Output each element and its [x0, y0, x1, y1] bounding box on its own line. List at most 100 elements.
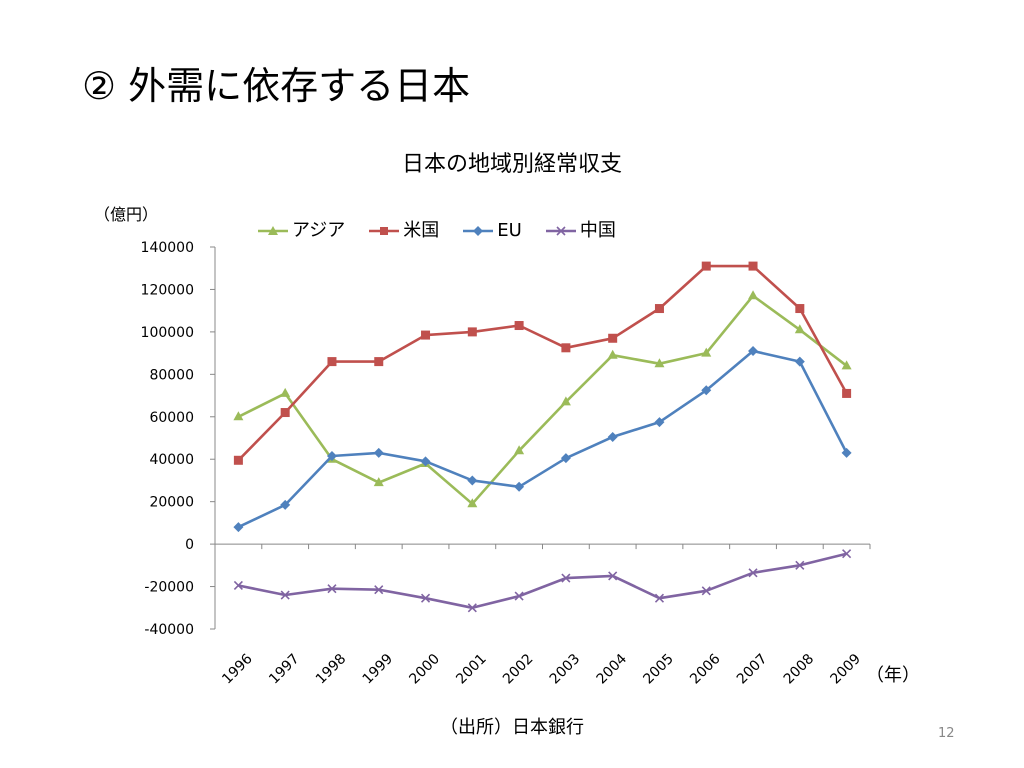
data-point-2-1: [280, 499, 291, 510]
data-point-0-3: [373, 477, 384, 487]
data-point-3-7: [561, 573, 571, 583]
legend-item-asia: アジア: [258, 219, 345, 243]
series-line-1: [237, 264, 848, 462]
data-point-3-12: [795, 560, 805, 570]
data-point-3-1: [280, 590, 290, 600]
data-point-0-8: [607, 349, 618, 359]
x-tick-label: 2007: [734, 651, 771, 688]
source-note: （出所）日本銀行: [440, 717, 584, 738]
legend-swatch-eu: [463, 226, 494, 236]
data-point-0-6: [514, 445, 525, 455]
slide-title: ② 外需に依存する日本: [82, 64, 471, 108]
data-point-1-4: [421, 330, 431, 340]
x-tick-label: 2000: [406, 651, 443, 688]
legend-swatch-asia: [258, 226, 288, 235]
data-point-1-10: [701, 261, 711, 271]
data-point-0-10: [701, 347, 712, 357]
y-tick-label: 40000: [149, 452, 194, 468]
data-point-2-0: [233, 522, 244, 533]
data-point-0-5: [467, 498, 478, 508]
data-point-3-6: [514, 591, 524, 601]
data-point-3-8: [608, 571, 618, 581]
y-tick-label: -20000: [144, 580, 194, 596]
x-tick-label: 2002: [500, 651, 537, 688]
data-point-0-7: [560, 396, 571, 406]
data-point-2-4: [420, 456, 431, 467]
data-point-1-12: [795, 304, 805, 314]
data-point-2-6: [514, 481, 525, 492]
chart-title: 日本の地域別経常収支: [401, 152, 622, 177]
x-tick-label: 2004: [594, 651, 631, 688]
data-point-3-0: [233, 580, 243, 591]
data-point-2-9: [654, 417, 665, 428]
x-tick-label: 2009: [828, 651, 865, 688]
data-point-0-1: [280, 387, 291, 397]
series-line-2: [237, 349, 848, 529]
legend-item-china: 中国: [545, 219, 616, 243]
legend-swatch-us: [369, 227, 400, 235]
data-point-1-0: [233, 455, 243, 465]
chart-legend: アジア 米国 EU 中国: [258, 219, 616, 243]
data-point-3-11: [748, 568, 758, 578]
data-point-1-6: [514, 321, 524, 331]
data-point-3-4: [420, 593, 431, 603]
series-line-3: [238, 552, 847, 610]
legend-label-eu: EU: [497, 220, 522, 241]
y-tick-label: 0: [185, 537, 194, 553]
data-point-1-2: [327, 357, 337, 367]
legend-label-us: 米国: [403, 220, 440, 241]
data-point-2-10: [701, 385, 712, 396]
y-tick-label: -40000: [144, 622, 194, 638]
x-tick-label: 2003: [547, 651, 584, 688]
data-point-2-12: [794, 356, 805, 367]
data-point-2-5: [467, 475, 478, 486]
data-point-2-7: [560, 453, 571, 464]
data-point-3-3: [374, 585, 384, 595]
data-point-2-8: [607, 431, 618, 442]
x-tick-label: 1998: [313, 651, 350, 688]
legend-swatch-china: [545, 226, 576, 236]
x-tick-label: 1996: [219, 651, 256, 688]
data-point-3-5: [467, 603, 477, 613]
data-point-1-13: [842, 388, 852, 398]
y-tick-label: 100000: [141, 325, 194, 341]
legend-label-china: 中国: [579, 220, 616, 241]
data-point-3-13: [842, 549, 852, 559]
y-tick-label: 140000: [141, 240, 194, 256]
y-tick-label: 80000: [149, 367, 194, 383]
data-point-0-13: [841, 360, 852, 370]
data-point-0-12: [794, 324, 805, 334]
x-tick-label: 2006: [687, 651, 724, 688]
series-line-0: [237, 294, 848, 506]
slide-number: 12: [938, 726, 955, 741]
data-point-0-11: [748, 290, 759, 300]
legend-label-asia: アジア: [292, 220, 346, 241]
legend-item-eu: EU: [463, 219, 522, 243]
data-point-2-13: [841, 447, 852, 458]
data-point-1-9: [654, 304, 664, 314]
data-point-1-3: [374, 357, 384, 367]
y-tick-label: 20000: [149, 495, 194, 511]
x-tick-label: 2005: [640, 651, 677, 688]
data-point-3-10: [701, 586, 711, 596]
x-unit-label: （年）: [866, 665, 920, 686]
x-tick-label: 2008: [781, 651, 818, 688]
data-point-2-11: [748, 345, 759, 356]
data-point-2-2: [326, 451, 337, 462]
data-point-1-5: [467, 327, 477, 337]
y-tick-label: 60000: [149, 410, 194, 426]
data-point-2-3: [373, 447, 384, 458]
legend-item-us: 米国: [369, 219, 439, 243]
y-tick-label: 120000: [141, 282, 194, 298]
data-point-0-0: [233, 411, 244, 421]
y-unit-label: （億円）: [94, 205, 159, 224]
data-point-1-1: [280, 408, 290, 418]
x-tick-label: 1997: [266, 651, 303, 688]
x-tick-label: 1999: [360, 651, 397, 688]
data-point-1-8: [608, 333, 618, 343]
data-point-1-7: [561, 343, 571, 353]
data-point-3-2: [327, 584, 337, 594]
x-tick-label: 2001: [453, 651, 490, 688]
data-point-1-11: [748, 261, 758, 271]
